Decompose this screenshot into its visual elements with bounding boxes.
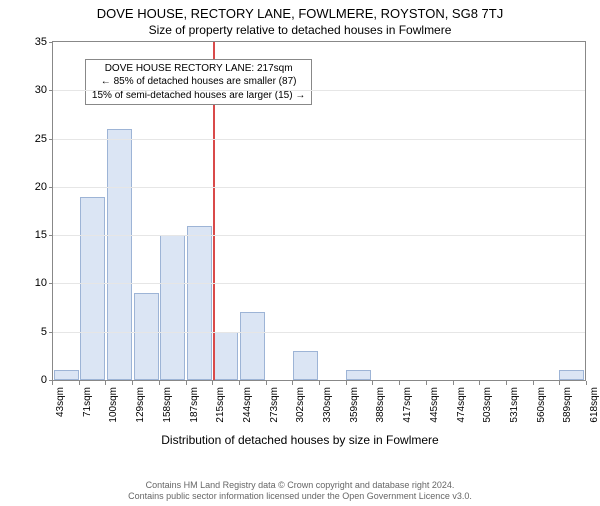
histogram-bar [54, 370, 79, 380]
bar-slot [532, 42, 559, 380]
xtick-mark [212, 381, 213, 385]
annotation-box: DOVE HOUSE RECTORY LANE: 217sqm ← 85% of… [85, 59, 312, 106]
gridline [53, 187, 585, 188]
bar-slot [558, 42, 585, 380]
gridline [53, 139, 585, 140]
xtick-label: 503sqm [482, 387, 493, 423]
annotation-line-2: ← 85% of detached houses are smaller (87… [92, 75, 305, 89]
xtick-mark [105, 381, 106, 385]
xtick-label: 302sqm [295, 387, 306, 423]
ytick-mark [49, 235, 53, 236]
bar-slot [346, 42, 373, 380]
xtick-mark [453, 381, 454, 385]
bar-slot [372, 42, 399, 380]
histogram-bar [346, 370, 371, 380]
ytick-mark [49, 187, 53, 188]
xtick-label: 445sqm [429, 387, 440, 423]
ytick-mark [49, 332, 53, 333]
xtick-mark [159, 381, 160, 385]
xtick-mark [479, 381, 480, 385]
xtick-mark [52, 381, 53, 385]
xtick-label: 71sqm [82, 387, 93, 417]
ytick-mark [49, 283, 53, 284]
xtick-mark [186, 381, 187, 385]
ytick-label: 10 [35, 277, 47, 289]
ytick-label: 15 [35, 229, 47, 241]
xtick-mark [346, 381, 347, 385]
xtick-label: 273sqm [269, 387, 280, 423]
xtick-label: 359sqm [349, 387, 360, 423]
histogram-bar [187, 226, 212, 381]
xtick-mark [292, 381, 293, 385]
page-subtitle: Size of property relative to detached ho… [0, 23, 600, 37]
xtick-mark [426, 381, 427, 385]
ytick-mark [49, 139, 53, 140]
plot-area: DOVE HOUSE RECTORY LANE: 217sqm ← 85% of… [52, 41, 586, 381]
histogram-bar [559, 370, 584, 380]
gridline [53, 235, 585, 236]
xtick-label: 129sqm [135, 387, 146, 423]
ytick-label: 30 [35, 84, 47, 96]
xtick-label: 589sqm [562, 387, 573, 423]
footer-line-2: Contains public sector information licen… [0, 491, 600, 502]
page-title: DOVE HOUSE, RECTORY LANE, FOWLMERE, ROYS… [0, 6, 600, 21]
xtick-label: 187sqm [189, 387, 200, 423]
histogram-bar [107, 129, 132, 380]
bar-slot [319, 42, 346, 380]
histogram-bar [213, 332, 238, 380]
xtick-mark [79, 381, 80, 385]
xtick-label: 158sqm [162, 387, 173, 423]
footer: Contains HM Land Registry data © Crown c… [0, 480, 600, 503]
xtick-mark [559, 381, 560, 385]
xtick-label: 618sqm [589, 387, 600, 423]
chart-area: DOVE HOUSE RECTORY LANE: 217sqm ← 85% of… [52, 41, 586, 381]
xtick-mark [266, 381, 267, 385]
histogram-bar [293, 351, 318, 380]
bar-slot [505, 42, 532, 380]
xtick-label: 531sqm [509, 387, 520, 423]
xtick-label: 474sqm [456, 387, 467, 423]
xtick-label: 215sqm [215, 387, 226, 423]
xtick-mark [372, 381, 373, 385]
bar-slot [479, 42, 506, 380]
histogram-bar [134, 293, 159, 380]
xtick-label: 330sqm [322, 387, 333, 423]
xtick-label: 417sqm [402, 387, 413, 423]
bar-slot [425, 42, 452, 380]
xtick-label: 43sqm [55, 387, 66, 417]
bar-slot [399, 42, 426, 380]
ytick-label: 35 [35, 36, 47, 48]
xtick-label: 100sqm [108, 387, 119, 423]
ytick-label: 5 [41, 326, 47, 338]
annotation-line-1: DOVE HOUSE RECTORY LANE: 217sqm [92, 62, 305, 76]
xtick-mark [239, 381, 240, 385]
ytick-label: 25 [35, 133, 47, 145]
histogram-bar [80, 197, 105, 380]
ytick-label: 0 [41, 374, 47, 386]
xtick-label: 388sqm [375, 387, 386, 423]
xtick-mark [586, 381, 587, 385]
gridline [53, 332, 585, 333]
ytick-mark [49, 42, 53, 43]
xtick-label: 244sqm [242, 387, 253, 423]
gridline [53, 90, 585, 91]
xtick-mark [399, 381, 400, 385]
bar-slot [53, 42, 80, 380]
xtick-mark [533, 381, 534, 385]
xtick-label: 560sqm [536, 387, 547, 423]
gridline [53, 283, 585, 284]
xtick-mark [132, 381, 133, 385]
xtick-mark [506, 381, 507, 385]
histogram-bar [160, 235, 185, 380]
bar-slot [452, 42, 479, 380]
footer-line-1: Contains HM Land Registry data © Crown c… [0, 480, 600, 491]
histogram-bar [240, 312, 265, 380]
ytick-label: 20 [35, 181, 47, 193]
ytick-mark [49, 90, 53, 91]
xtick-mark [319, 381, 320, 385]
x-axis-label: Distribution of detached houses by size … [0, 433, 600, 447]
